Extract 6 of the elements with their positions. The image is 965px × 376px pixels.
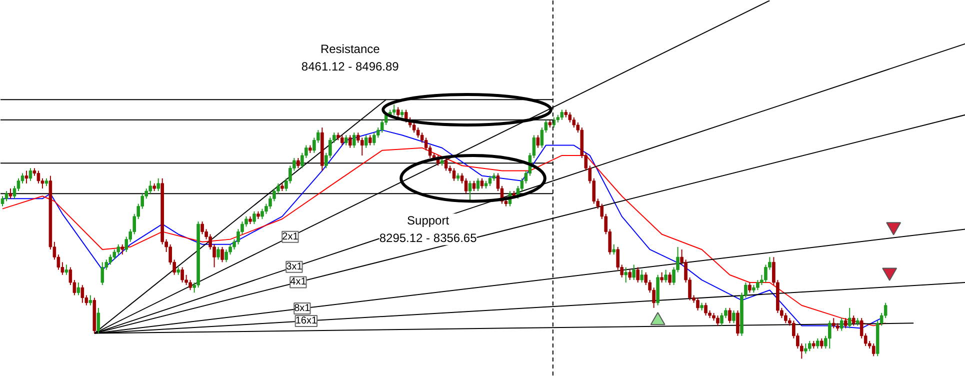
series-label: 2x1 <box>282 231 299 242</box>
series-label: 16x1 <box>295 315 318 326</box>
annotation: Support 8295.12 - 8356.65 <box>379 214 478 246</box>
series-label: 3x1 <box>286 261 303 272</box>
text: Resistance 8461.12 - 8496.89 <box>301 42 400 74</box>
series-label: 8x1 <box>294 302 311 314</box>
